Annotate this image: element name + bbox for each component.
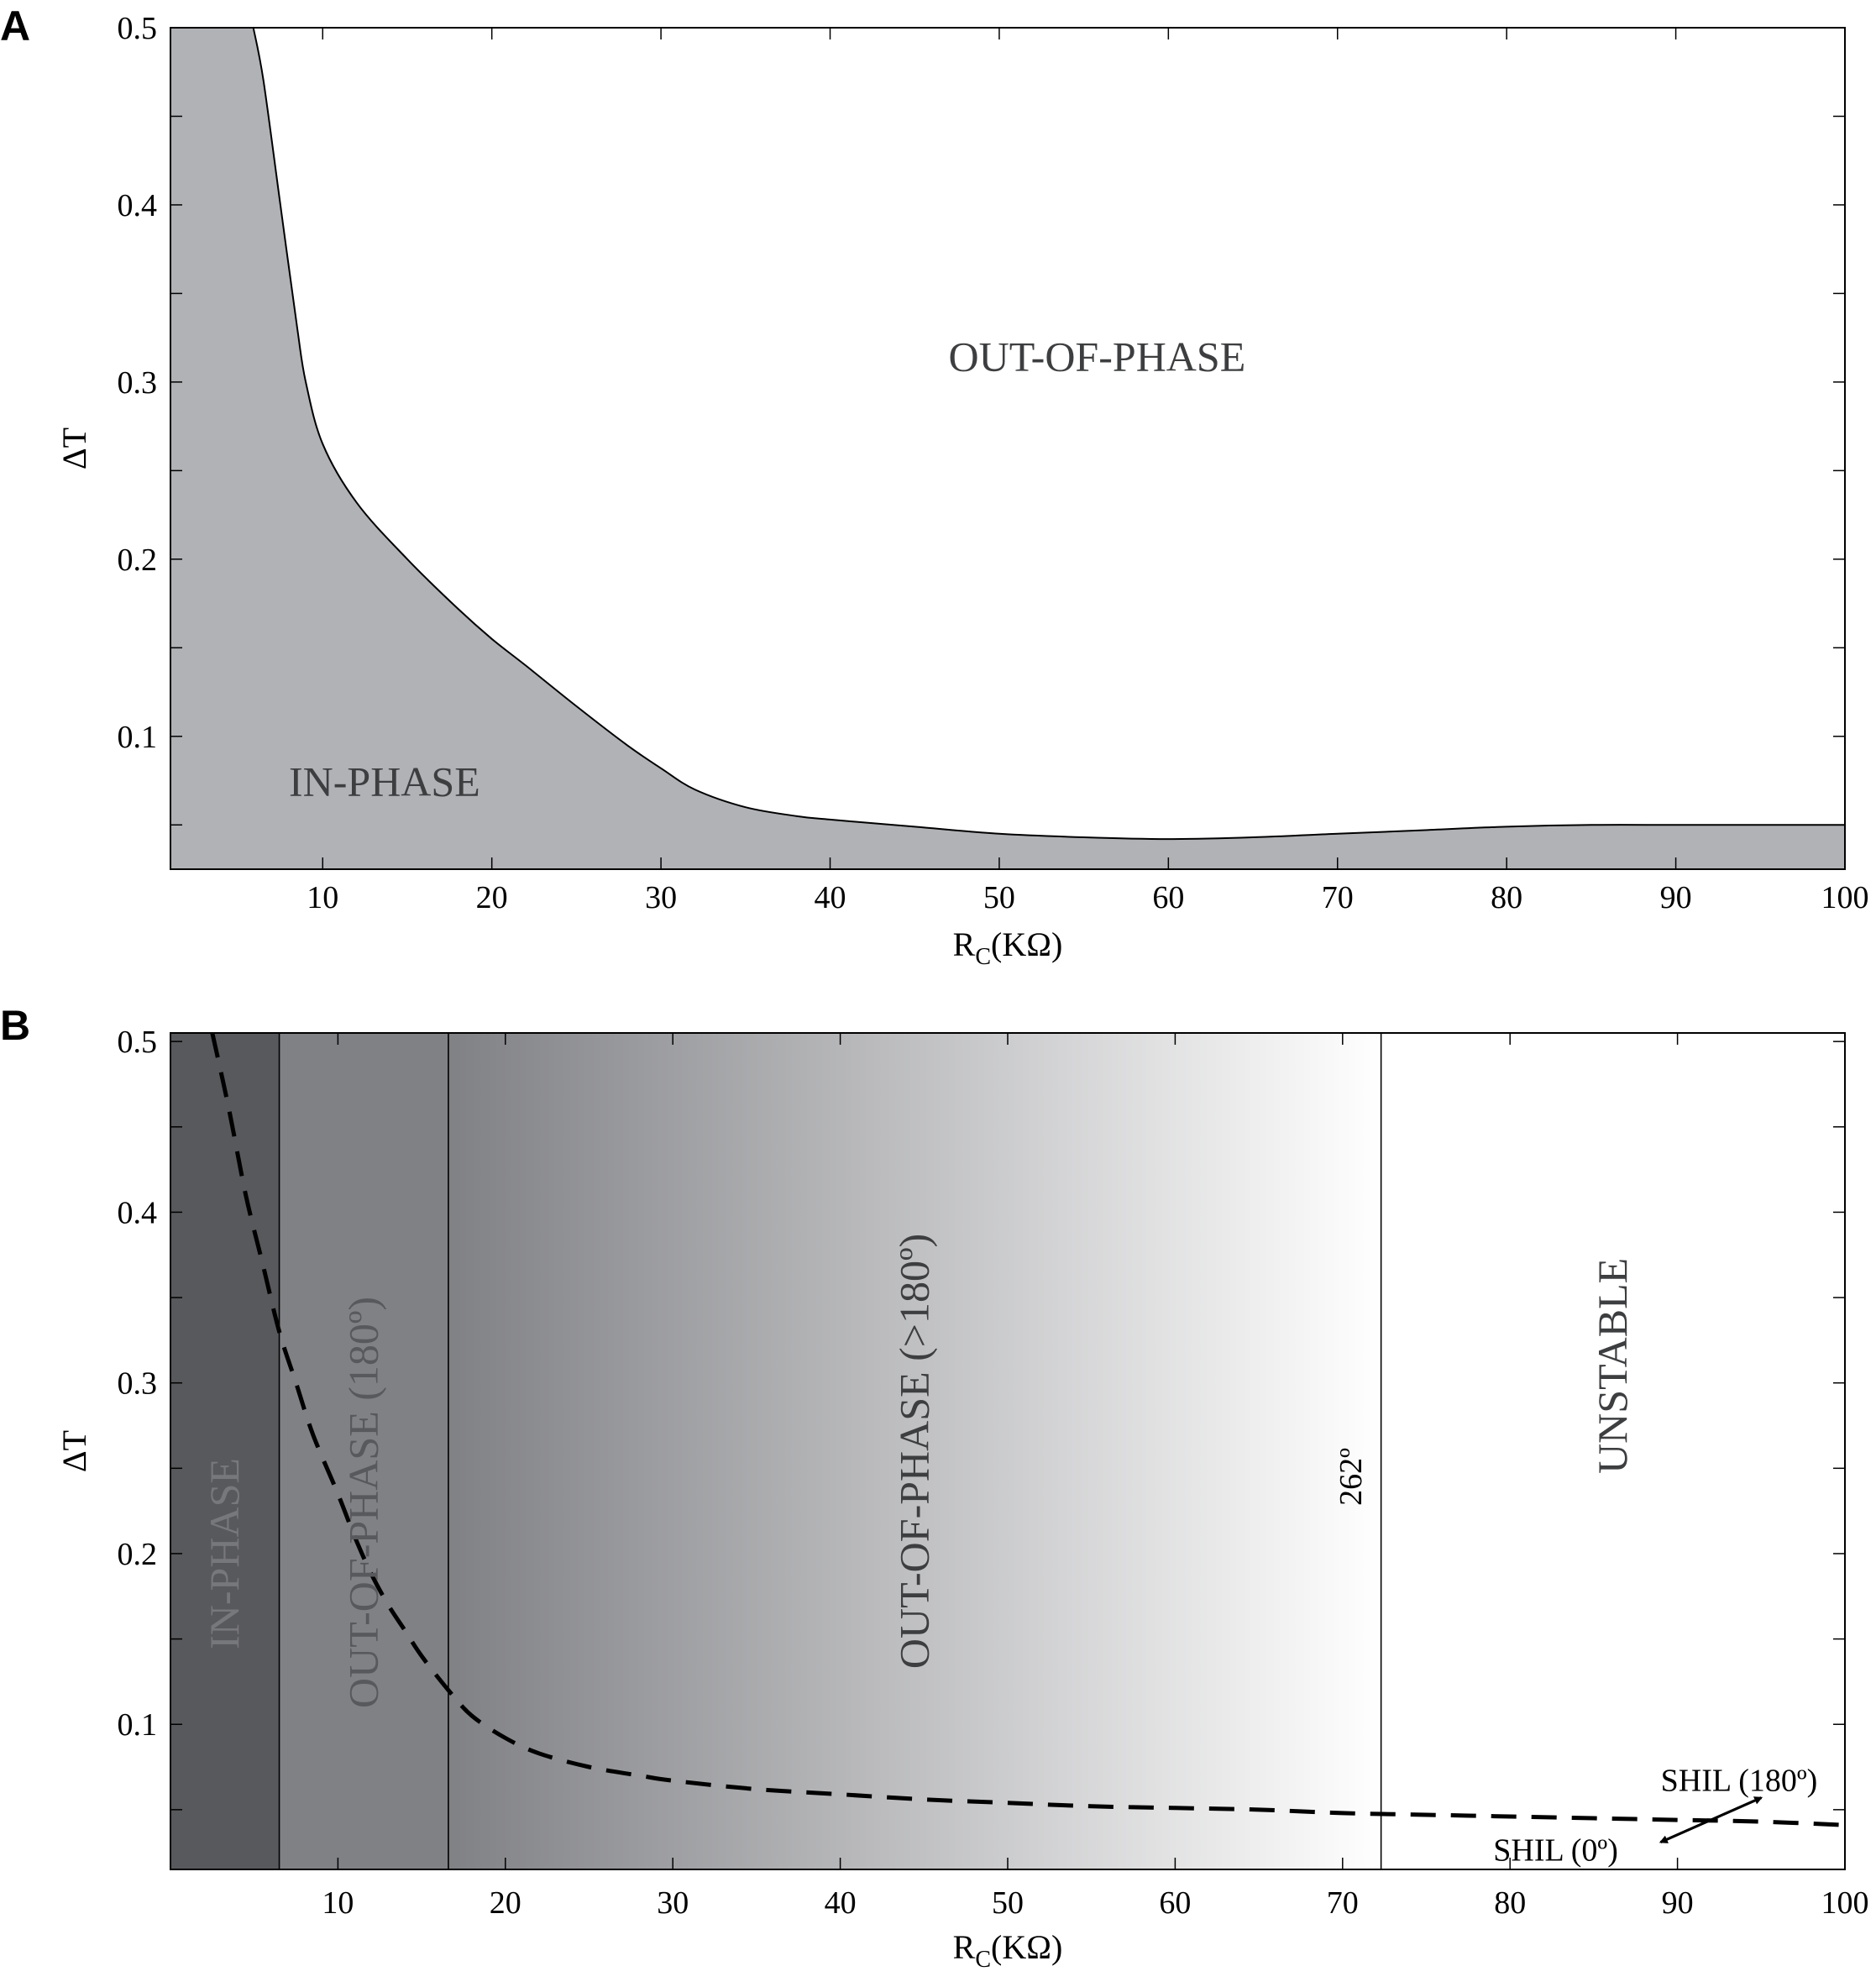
x-tick-label: 10	[322, 1885, 354, 1921]
y-tick-label: 0.3	[118, 1366, 158, 1402]
x-tick-label: 50	[992, 1885, 1024, 1921]
x-tick-label: 50	[983, 880, 1015, 915]
plot-frame-b	[170, 1032, 1846, 1870]
band-out-of-phase-gt180-label: OUT-OF-PHASE (>180º)	[890, 1234, 937, 1669]
band-out-of-phase-180-label: OUT-OF-PHASE (180º)	[339, 1297, 386, 1708]
x-tick-label: 100	[1821, 1885, 1869, 1921]
y-tick-label: 0.1	[118, 1707, 158, 1743]
y-tick-label: 0.5	[118, 11, 158, 46]
x-tick-label: 60	[1152, 880, 1184, 915]
x-axis-label-a: RC(KΩ)	[953, 925, 1063, 970]
x-axis-label-main: R	[953, 925, 976, 963]
annotation-arrow-0	[1659, 1796, 1762, 1843]
x-tick-label: 30	[657, 1885, 689, 1921]
y-tick-label: 0.2	[118, 543, 158, 578]
band-out-of-phase-gt180	[448, 1032, 1382, 1870]
x-tick-label: 100	[1821, 880, 1869, 915]
panel-a: A 10 20 30 40 50 60 70 80 90 100 0.1 0.2 0.3 0.4 0.5 I…	[0, 3, 1869, 970]
annotation-shil-0: SHIL (0º)	[1493, 1833, 1618, 1869]
x-tick-label: 30	[645, 880, 677, 915]
band-unstable-label: UNSTABLE	[1589, 1258, 1636, 1474]
x-tick-label: 90	[1660, 880, 1692, 915]
in-phase-region	[170, 28, 1845, 869]
y-tick-label: 0.3	[118, 365, 158, 401]
y-axis-label-b: ΔT	[55, 1430, 93, 1472]
band-in-phase-label: IN-PHASE	[201, 1458, 248, 1649]
x-axis-label-main: R	[953, 1928, 976, 1966]
y-tick-label: 0.4	[118, 188, 158, 223]
x-axis-label-unit: (KΩ)	[991, 925, 1062, 963]
x-tick-label: 20	[490, 1885, 521, 1921]
shil-dashed-curve	[210, 1032, 1846, 1827]
x-tick-label: 40	[815, 880, 846, 915]
band-unstable	[1380, 1032, 1846, 1870]
band-out-of-phase-180	[278, 1032, 449, 1870]
x-tick-label: 10	[307, 880, 338, 915]
region-label-out-of-phase: OUT-OF-PHASE	[949, 333, 1246, 380]
x-tick-label: 70	[1322, 880, 1354, 915]
phase-boundary-curve	[252, 27, 1845, 841]
y-tick-label: 0.2	[118, 1537, 158, 1572]
x-axis-label-subscript: C	[975, 1947, 991, 1973]
x-axis-label-b: RC(KΩ)	[953, 1928, 1063, 1973]
panel-letter-b: B	[0, 1002, 30, 1049]
x-axis-label-subscript: C	[975, 944, 991, 970]
x-tick-label: 40	[825, 1885, 857, 1921]
annotation-shil-180: SHIL (180º)	[1661, 1763, 1818, 1798]
x-tick-label: 60	[1159, 1885, 1191, 1921]
x-tick-label: 20	[476, 880, 508, 915]
x-tick-label: 80	[1494, 1885, 1526, 1921]
x-tick-label: 80	[1491, 880, 1522, 915]
y-tick-label: 0.4	[118, 1195, 158, 1230]
boundary-angle-label: 262º	[1334, 1448, 1369, 1506]
band-in-phase	[170, 1032, 280, 1870]
plot-frame-a	[170, 27, 1846, 870]
x-axis-label-unit: (KΩ)	[991, 1928, 1062, 1966]
x-tick-label: 70	[1327, 1885, 1359, 1921]
panel-letter-a: A	[0, 3, 30, 50]
x-tick-label: 90	[1662, 1885, 1694, 1921]
panel-b: B 10 20 30 40 50 60 70 80 90 100 0.1 0.2 0.3 0.4 0.5 I…	[0, 1002, 1869, 1973]
y-axis-label-a: ΔT	[55, 427, 93, 469]
region-label-in-phase: IN-PHASE	[289, 758, 480, 805]
y-tick-label: 0.1	[118, 720, 158, 755]
y-tick-label: 0.5	[118, 1025, 158, 1060]
